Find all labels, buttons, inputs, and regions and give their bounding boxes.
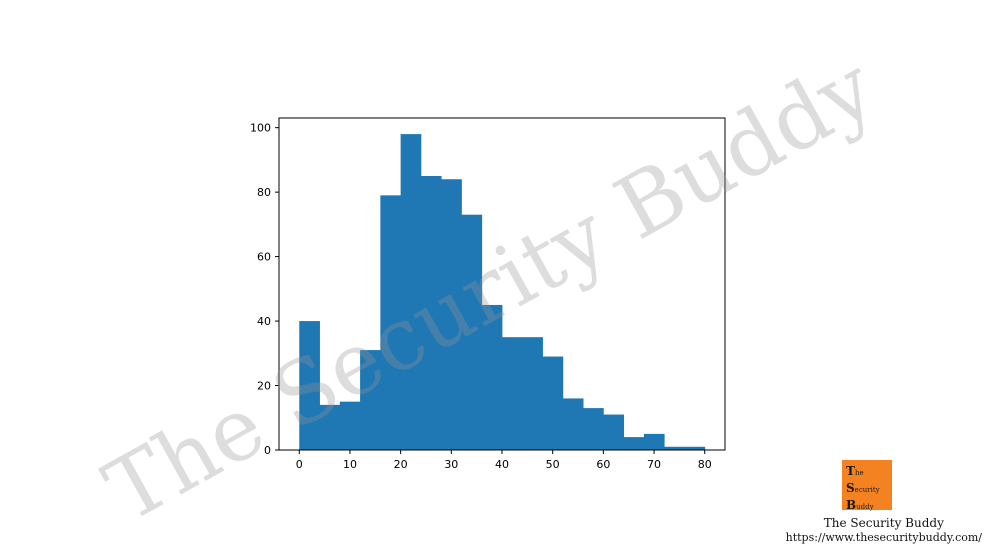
y-axis: 0 20 40 60 80 100 [250,122,279,457]
logo-word-he: he [854,469,864,477]
histogram-bar [684,446,706,450]
x-tick-label: 40 [495,458,509,471]
x-tick-label: 60 [596,458,610,471]
x-tick-label: 10 [343,458,357,471]
logo-letter-t: T [846,464,855,478]
histogram-bar [299,321,320,450]
x-tick-label: 70 [647,458,661,471]
brand-url[interactable]: https://www.thesecuritybuddy.com/ [785,531,982,544]
brand-logo: The Security Buddy [842,460,892,512]
y-tick-label: 40 [257,315,271,328]
y-tick-label: 80 [257,186,271,199]
histogram-bar [420,176,442,451]
logo-word-uddy: uddy [856,503,874,511]
brand-footer: The Security Buddy https://www.thesecuri… [786,516,982,545]
logo-word-ecurity: ecurity [854,486,880,494]
histogram-bar [542,356,564,450]
y-tick-label: 100 [250,122,271,135]
y-tick-label: 0 [264,444,271,457]
histogram-bars [299,134,706,451]
histogram-bar [319,404,341,450]
x-tick-label: 0 [296,458,303,471]
y-tick-label: 60 [257,251,271,264]
histogram-bar [643,433,665,450]
x-tick-label: 50 [546,458,560,471]
logo-letter-s: S [846,481,855,495]
histogram-bar [441,179,462,450]
x-tick-label: 30 [444,458,458,471]
histogram-bar [664,446,685,450]
histogram-bar [562,398,584,450]
histogram-bar [623,437,645,450]
histogram-bar [380,195,402,450]
histogram-bar [522,337,543,450]
x-axis: 0 10 20 30 40 50 60 70 80 [296,450,712,471]
x-tick-label: 20 [394,458,408,471]
brand-name: The Security Buddy [823,516,944,530]
histogram-bar [603,414,625,450]
histogram-bar [400,134,422,450]
histogram-bar [502,337,523,450]
histogram-bar [339,401,361,450]
histogram-bar [461,214,483,450]
logo-letter-b: B [846,498,857,512]
histogram-bar [481,304,503,450]
histogram-bar [360,350,381,450]
x-tick-label: 80 [698,458,712,471]
y-tick-label: 20 [257,380,271,393]
histogram-bar [583,408,604,450]
